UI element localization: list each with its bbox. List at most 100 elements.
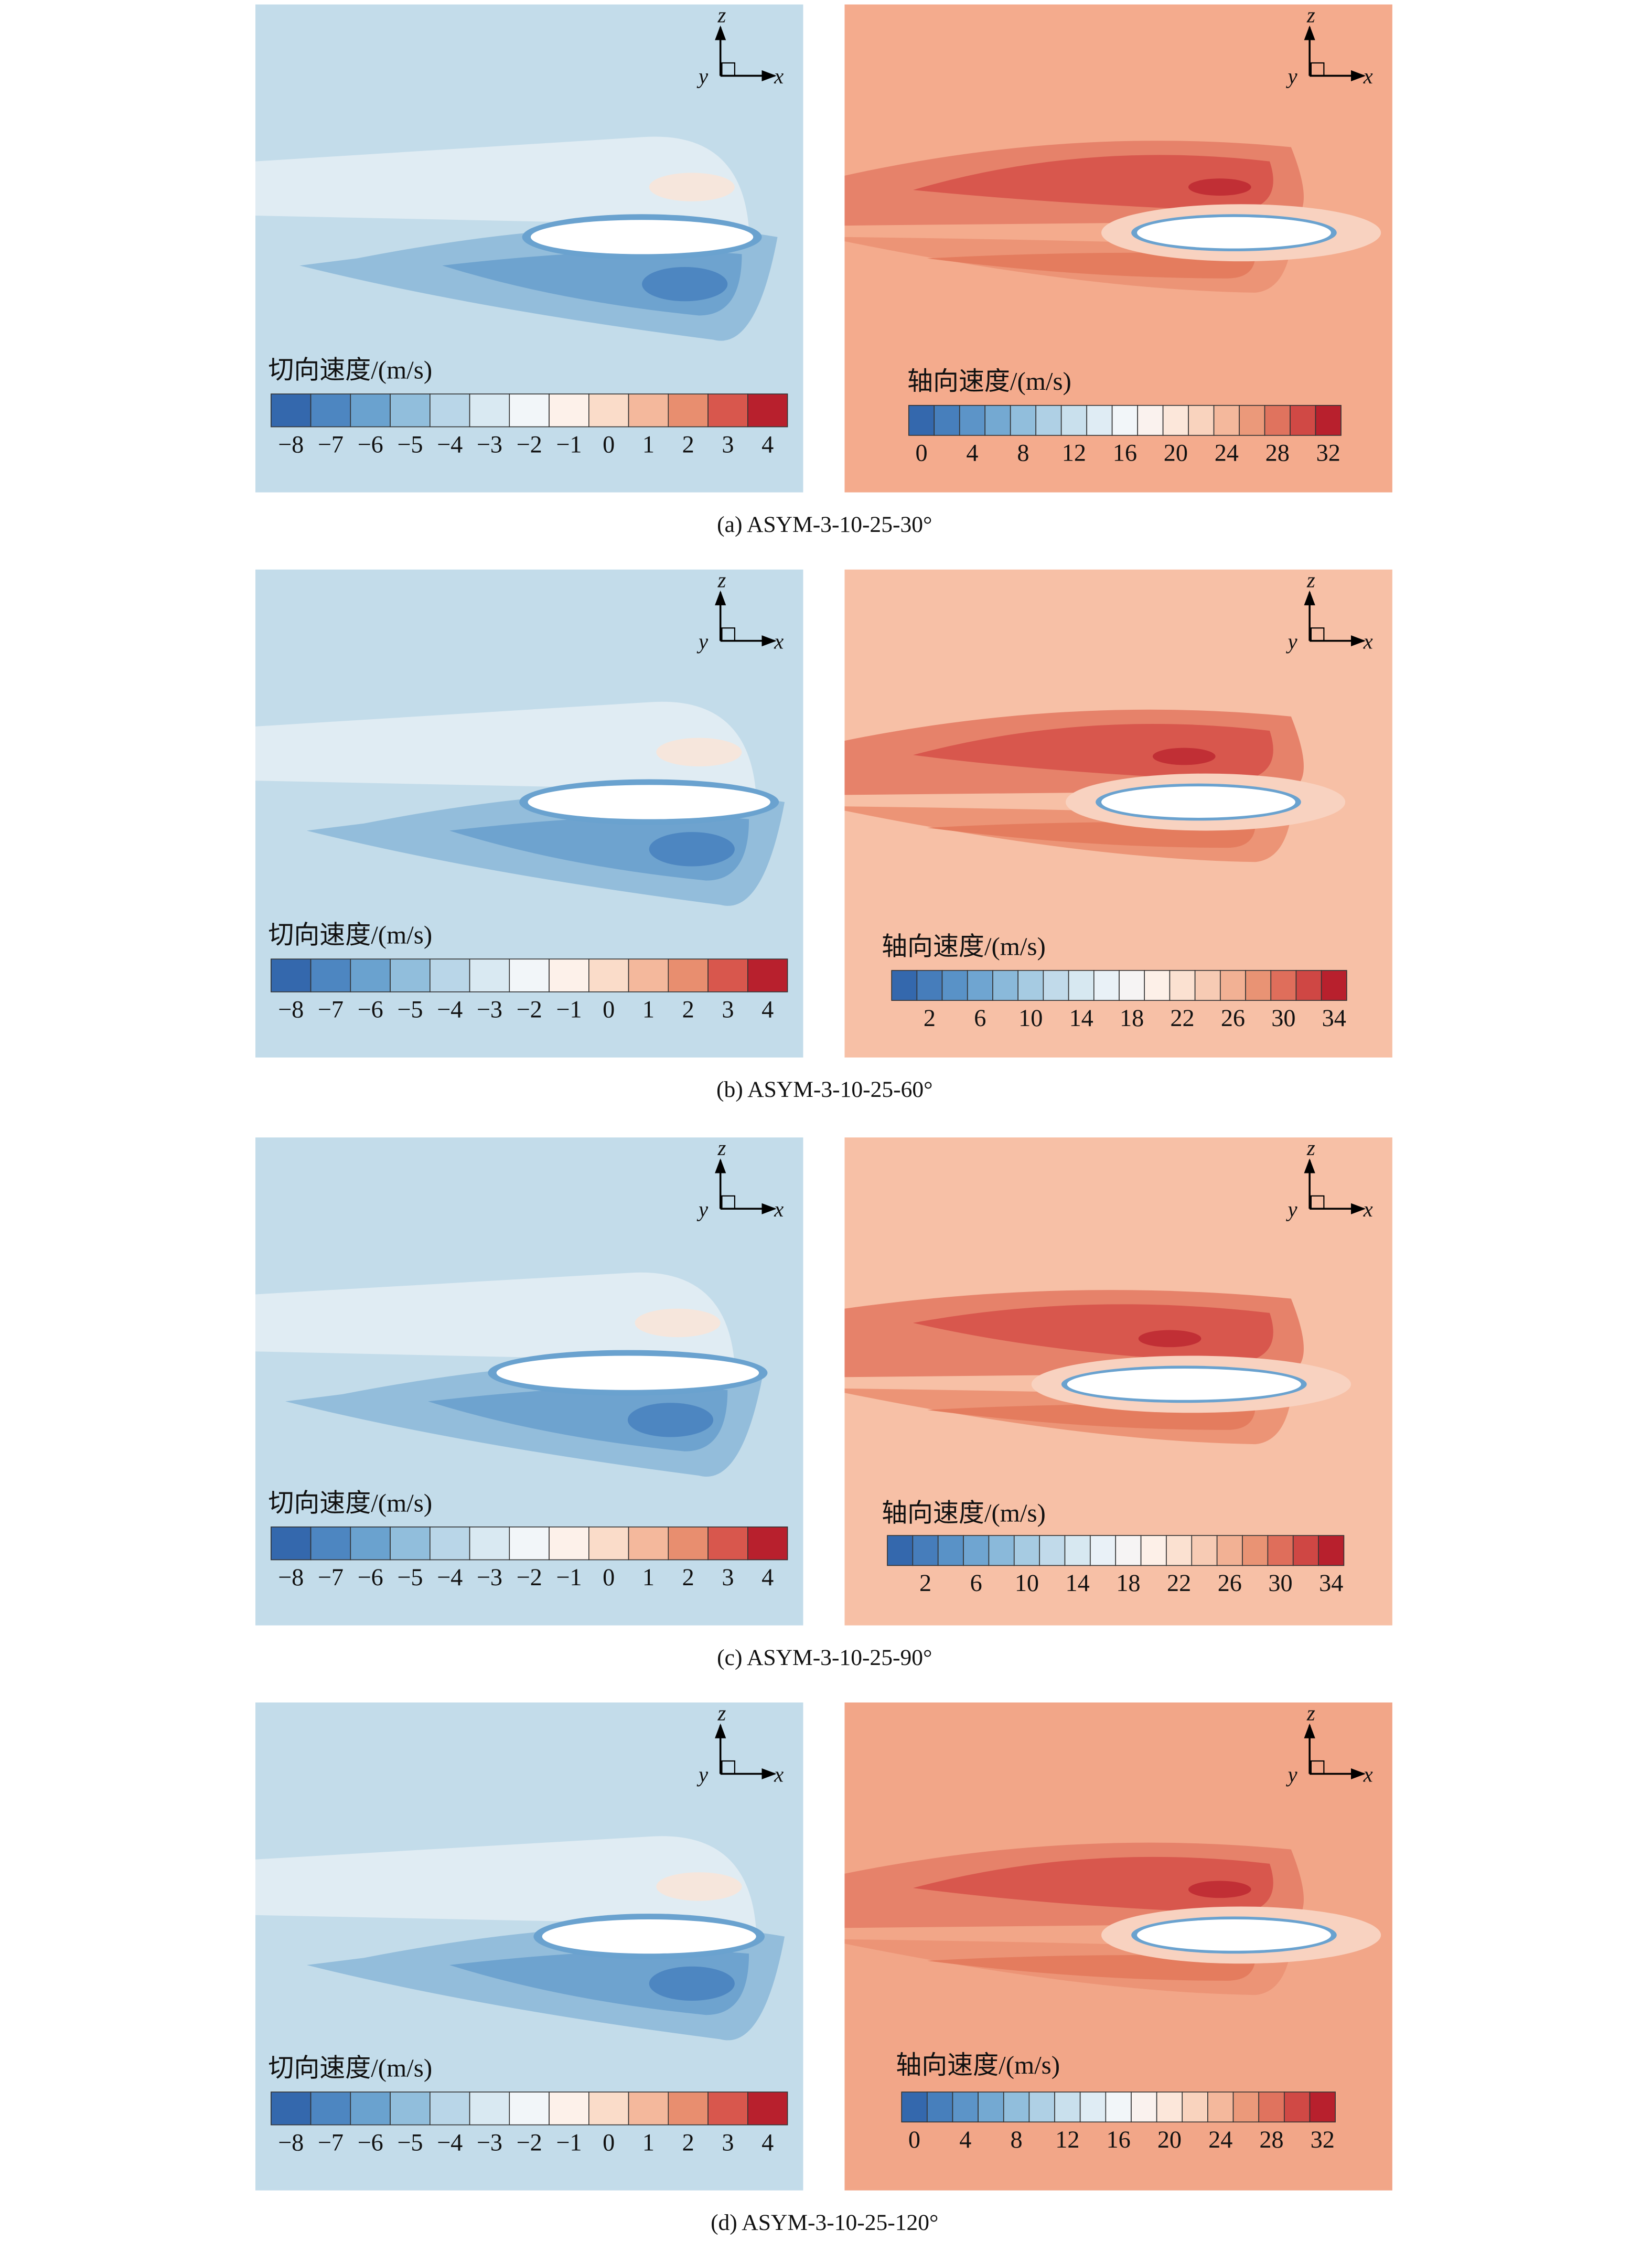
axis-label: y	[696, 1763, 709, 1786]
colorbar-swatch	[891, 970, 918, 1001]
colorbar-tick-label: −6	[358, 1564, 383, 1591]
colorbar-tick-label: 24	[1208, 2127, 1232, 2153]
colorbar-swatch	[1137, 404, 1164, 436]
colorbar-swatch	[1182, 2091, 1208, 2123]
colorbar-swatch	[1242, 1535, 1269, 1566]
colorbar-swatch	[588, 393, 629, 428]
contour	[635, 1308, 721, 1338]
colorbar-tick-label: 3	[722, 431, 734, 458]
colorbar-swatch	[1086, 404, 1113, 436]
colorbar-swatch	[549, 958, 589, 992]
colorbar-tick-label: 18	[1116, 1570, 1140, 1597]
colorbar-swatch	[430, 393, 470, 428]
colorbar-swatch	[1191, 1535, 1218, 1566]
colorbar-swatch	[967, 970, 993, 1001]
colorbar-swatch	[1054, 2091, 1081, 2123]
body	[1137, 217, 1331, 249]
colorbar-swatch	[588, 958, 629, 992]
colorbar-tick-label: −6	[358, 431, 383, 458]
colorbar-tick-label: −4	[437, 1564, 463, 1591]
colorbar-tick-label: 28	[1259, 2127, 1283, 2153]
colorbar-swatch	[1035, 404, 1062, 436]
colorbar-swatch	[912, 1535, 939, 1566]
colorbar-tick-label: 20	[1164, 440, 1188, 467]
colorbar-swatch	[1166, 1535, 1193, 1566]
colorbar-tick-label: 22	[1170, 1005, 1194, 1032]
body	[1137, 1919, 1331, 1951]
contour	[649, 1966, 735, 2001]
colorbar-swatch	[390, 1526, 431, 1561]
colorbar-swatch	[1144, 970, 1171, 1001]
colorbar-tick-label: 16	[1107, 2127, 1131, 2153]
colorbar-swatch	[992, 970, 1018, 1001]
colorbar-swatch	[1156, 2091, 1183, 2123]
colorbar-swatch	[1119, 970, 1145, 1001]
axis-square	[721, 627, 735, 642]
colorbar-label: 切向速度/(m/s)	[268, 921, 432, 949]
colorbar-swatch	[901, 2091, 928, 2123]
contour	[649, 832, 735, 867]
colorbar-swatch	[1169, 970, 1196, 1001]
colorbar-tick-label: 2	[924, 1005, 936, 1032]
colorbar-tick-label: 22	[1167, 1570, 1191, 1597]
colorbar-swatch	[747, 1526, 788, 1561]
colorbar-swatch	[390, 393, 431, 428]
colorbar-swatch	[469, 958, 510, 992]
colorbar-tick-label: −1	[556, 1564, 582, 1591]
colorbar-tick-label: 1	[642, 431, 655, 458]
colorbar-tick-label: 1	[642, 997, 655, 1023]
colorbar-tick-label: 32	[1316, 440, 1340, 467]
body	[1067, 1368, 1301, 1400]
colorbar-swatch	[707, 2091, 748, 2126]
contour	[255, 1836, 756, 1929]
colorbar-swatch	[926, 2091, 953, 2123]
colorbar-label: 切向速度/(m/s)	[268, 355, 432, 384]
axis-label: x	[774, 1763, 784, 1786]
axis-label: x	[774, 629, 784, 653]
colorbar-swatch	[1079, 2091, 1107, 2123]
colorbar-tick-label: −5	[397, 997, 423, 1023]
colorbar-swatch	[668, 393, 709, 428]
colorbar-swatch	[984, 404, 1011, 436]
axis-label: z	[717, 568, 726, 592]
colorbar-swatch	[934, 404, 960, 436]
colorbar-swatch	[1105, 2091, 1132, 2123]
contour	[1188, 178, 1251, 196]
axis-label: z	[1306, 3, 1315, 27]
colorbar-swatch	[1321, 970, 1347, 1001]
colorbar-tick-label: 3	[722, 1564, 734, 1591]
colorbar-tick-label: −5	[397, 1564, 423, 1591]
colorbar-swatch	[350, 1526, 391, 1561]
colorbar-tick-label: −4	[437, 997, 463, 1023]
axis-label: y	[1285, 1763, 1297, 1786]
colorbar-swatch	[390, 2091, 431, 2126]
colorbar-tick-label: 28	[1265, 440, 1290, 467]
axis-label: y	[696, 65, 709, 88]
colorbar-swatch	[310, 393, 351, 428]
colorbar-tick-label: −7	[318, 997, 344, 1023]
colorbar-swatch	[310, 2091, 351, 2126]
contour	[913, 1304, 1273, 1363]
axis-square	[1310, 1195, 1325, 1210]
colorbar-swatch	[1220, 970, 1246, 1001]
colorbar-swatch	[271, 958, 312, 992]
colorbar-swatch	[1239, 404, 1265, 436]
colorbar-swatch	[1207, 2091, 1234, 2123]
colorbar-swatch	[1090, 1535, 1117, 1566]
colorbar-swatch	[707, 958, 748, 992]
colorbar-tick-label: 20	[1157, 2127, 1182, 2153]
colorbar-tick-label: 0	[603, 997, 615, 1023]
colorbar-tick-label: 4	[761, 2129, 774, 2156]
colorbar-swatch	[1017, 970, 1044, 1001]
colorbar-tick-label: 30	[1268, 1570, 1292, 1597]
colorbar-label: 切向速度/(m/s)	[268, 2054, 432, 2083]
colorbar-swatch	[1216, 1535, 1243, 1566]
contour	[642, 266, 728, 302]
body	[530, 220, 754, 254]
colorbar-swatch	[628, 958, 669, 992]
colorbar-swatch	[1315, 404, 1342, 436]
colorbar-tick-label: −1	[556, 431, 582, 458]
colorbar-swatch	[1188, 404, 1215, 436]
contour	[913, 1856, 1273, 1914]
